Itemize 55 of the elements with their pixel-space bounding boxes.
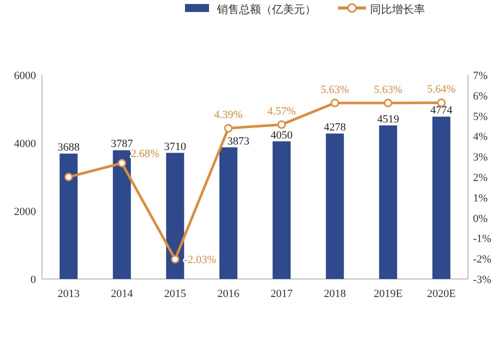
data-label: 4.57%: [267, 106, 296, 118]
y-tick-label: 4000: [14, 138, 36, 150]
data-label: 2.68%: [130, 148, 160, 160]
y-tick-label: 6000: [14, 70, 36, 82]
bar: [166, 152, 184, 279]
bar: [60, 154, 78, 279]
y2-tick-label: 2%: [473, 172, 488, 184]
legend-label: 同比增长率: [370, 3, 425, 16]
data-label: -2.03%: [184, 254, 216, 266]
bar: [326, 134, 344, 279]
x-tick-label: 2013: [58, 288, 80, 300]
point: [170, 254, 180, 264]
y2-tick-label: 0%: [473, 212, 488, 225]
legend-label: 销售总额（亿美元）: [216, 3, 316, 16]
y-tick-label: 0: [30, 274, 36, 286]
y2-tick-label: -2%: [473, 254, 492, 266]
bar: [432, 116, 450, 279]
data-label: 5.63%: [374, 84, 402, 96]
y2-tick-label: 4%: [473, 131, 488, 144]
y2-tick-label: -3%: [473, 274, 492, 286]
y2-tick-label: 5%: [473, 110, 488, 123]
data-label: 4519: [377, 113, 400, 126]
y2-tick-label: -1%: [473, 233, 492, 246]
bar: [112, 150, 131, 279]
data-label: 4278: [324, 122, 346, 134]
point: [224, 124, 233, 132]
point: [277, 120, 286, 129]
data-label: 4774: [430, 104, 453, 117]
point: [384, 98, 392, 108]
x-tick-label: 2017: [270, 288, 294, 300]
data-label: 3710: [164, 140, 187, 153]
data-label: 4050: [270, 129, 294, 142]
y2-tick-label: 7%: [473, 70, 488, 82]
y-tick-label: 2000: [14, 206, 36, 218]
x-tick-label: 2014: [110, 288, 134, 300]
point: [118, 158, 126, 168]
data-label: 3787: [110, 138, 134, 150]
x-tick-label: 2018: [324, 288, 346, 300]
x-tick-label: 2016: [217, 288, 240, 300]
point: [330, 98, 340, 108]
point: [64, 172, 73, 182]
data-label: 5.63%: [320, 84, 350, 96]
data-label: 3873: [227, 135, 250, 148]
y2-tick-label: 1%: [473, 192, 488, 204]
x-tick-label: 2020E: [427, 288, 456, 300]
y2-tick-label: 3%: [473, 152, 488, 164]
x-tick-label: 2015: [164, 288, 187, 300]
data-label: 3688: [58, 142, 80, 154]
bar: [272, 141, 291, 279]
data-label: 5.64%: [427, 84, 456, 96]
bar: [219, 147, 238, 279]
y2-tick-label: 6%: [473, 90, 488, 102]
bar: [379, 125, 398, 279]
data-label: 4.39%: [214, 109, 243, 122]
x-tick-label: 2019E: [374, 288, 403, 300]
